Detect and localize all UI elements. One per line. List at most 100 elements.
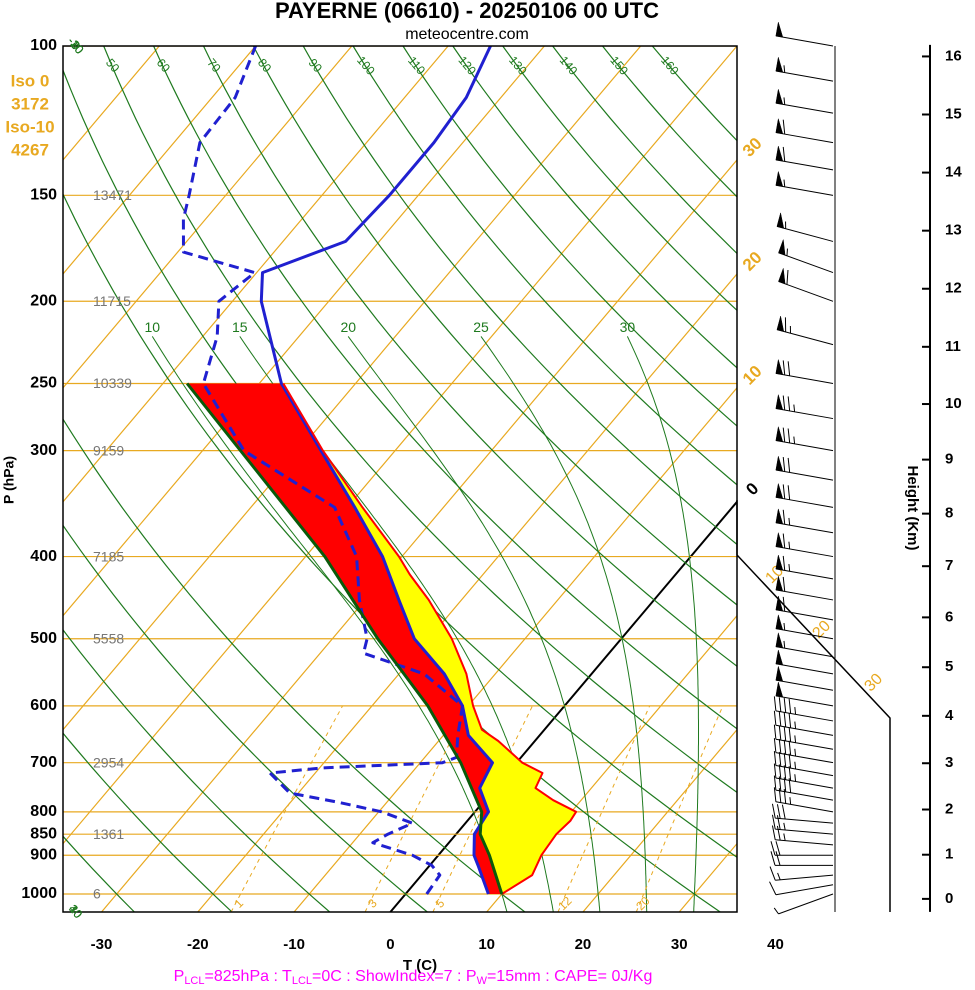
- wind-barb: [775, 666, 834, 691]
- y-tick-label: 1000: [21, 885, 57, 902]
- barb-lines: [775, 596, 834, 621]
- isotherm: [63, 46, 545, 617]
- wind-barb: [773, 696, 834, 722]
- y-tick-label: 200: [30, 293, 57, 310]
- barb-pennants: [775, 614, 784, 631]
- barb-lines: [775, 679, 834, 691]
- barb-lines: [776, 221, 834, 242]
- wind-barb: [773, 724, 834, 750]
- barb-lines: [775, 555, 834, 580]
- barb-pennants: [775, 394, 784, 411]
- barb-lines: [775, 427, 834, 452]
- plot-area: [63, 46, 737, 912]
- height-label: 6: [93, 886, 101, 902]
- y-tick-label: 850: [30, 825, 57, 842]
- barb-lines: [770, 841, 833, 856]
- profile-fill: [281, 383, 577, 894]
- wind-barb: [775, 614, 834, 640]
- height-label: 1361: [93, 826, 124, 842]
- x-tick-label: -30: [91, 936, 113, 953]
- x-tick-label: 40: [767, 936, 784, 953]
- y2-axis-label: Height (Km): [904, 466, 921, 551]
- wind-barb: [778, 239, 834, 274]
- moist-adiabat-label: 15: [232, 319, 248, 335]
- y2-tick-label: 4: [945, 707, 954, 724]
- wind-barb: [775, 456, 834, 481]
- mixing-ratio-line: [557, 705, 651, 912]
- barb-pennants: [775, 359, 784, 375]
- height-label: 9159: [93, 442, 124, 458]
- isotherm: [101, 159, 737, 912]
- dry-adiabat: [502, 46, 737, 312]
- barb-lines: [773, 787, 834, 813]
- y-tick-label: 250: [30, 375, 57, 392]
- freezing-level-value: 3172: [11, 94, 49, 113]
- isotherm: [63, 46, 737, 845]
- x-tick-label: 20: [575, 936, 592, 953]
- barb-lines: [775, 35, 834, 47]
- y-tick-label: 300: [30, 442, 57, 459]
- dry-adiabat: [552, 46, 737, 255]
- barb-lines: [775, 119, 834, 144]
- barb-pennants: [775, 171, 784, 187]
- wind-barb: [773, 775, 834, 801]
- profile-line: [282, 382, 578, 895]
- wind-barb: [773, 893, 834, 915]
- barb-pennants: [775, 576, 784, 592]
- wind-barb: [769, 866, 834, 881]
- barb-lines: [771, 803, 834, 824]
- isotherm: [197, 272, 737, 912]
- x-tick-label: 30: [671, 936, 688, 953]
- wind-barb: [775, 508, 834, 534]
- moist-adiabat: [347, 336, 601, 912]
- y-axis-label: P (hPa): [1, 456, 17, 504]
- barb-lines: [773, 775, 834, 801]
- wind-barb: [775, 532, 834, 558]
- barb-lines: [775, 640, 834, 658]
- moist-adiabat-label: 30: [620, 319, 636, 335]
- dry-adiabat: [402, 46, 737, 427]
- y2-tick-label: 13: [945, 222, 962, 239]
- wind-barb: [775, 171, 834, 196]
- footer-part: W: [477, 975, 488, 987]
- y-tick-label: 800: [30, 803, 57, 820]
- isotherm: [582, 728, 737, 912]
- wind-barb: [771, 814, 834, 835]
- profile-line: [259, 46, 494, 895]
- barb-lines: [773, 750, 834, 777]
- barb-lines: [775, 695, 834, 707]
- barb-pennants: [775, 22, 784, 38]
- wind-barb: [775, 22, 834, 47]
- barb-lines: [775, 663, 834, 675]
- barb-lines: [778, 248, 834, 274]
- barb-pennants: [775, 632, 784, 649]
- wind-barb: [775, 118, 834, 144]
- moist-adiabat-label: 10: [145, 319, 161, 335]
- wind-barb: [775, 554, 834, 580]
- footer-part: P: [174, 968, 185, 985]
- wind-barb: [775, 483, 834, 508]
- y2-tick-label: 8: [945, 505, 953, 522]
- y-tick-label: 900: [30, 846, 57, 863]
- dry-adiabat: [602, 46, 737, 198]
- wind-barb: [778, 268, 834, 302]
- dry-adiabat: [63, 628, 331, 912]
- moist-adiabat: [480, 336, 648, 912]
- wind-barb: [775, 145, 834, 171]
- wind-barb: [773, 787, 834, 813]
- freezing-level-label: Iso-10: [5, 117, 54, 136]
- isotherm: [63, 46, 449, 503]
- wind-barb: [776, 316, 834, 346]
- wind-barb: [775, 681, 834, 707]
- dry-adiabat: [63, 418, 526, 912]
- barb-pennants: [775, 532, 784, 549]
- barb-pennants: [775, 89, 784, 105]
- footer-part: =825hPa : T: [205, 968, 293, 985]
- barb-lines: [775, 65, 834, 82]
- wind-barb: [773, 750, 834, 777]
- barb-lines: [773, 893, 834, 915]
- barb-lines: [778, 269, 834, 302]
- y-tick-label: 500: [30, 630, 57, 647]
